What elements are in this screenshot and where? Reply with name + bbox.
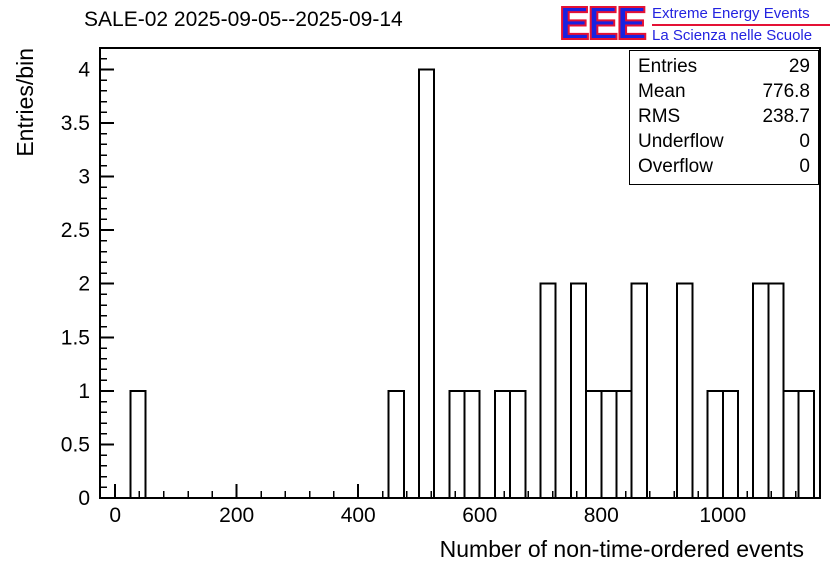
svg-text:0: 0 [78,487,90,510]
stats-row-overflow: Overflow 0 [638,154,810,179]
svg-text:200: 200 [219,504,254,527]
svg-text:1.5: 1.5 [61,326,90,349]
stats-value: 776.8 [762,81,810,102]
stats-label: RMS [638,106,681,127]
plot-title: SALE-02 2025-09-05--2025-09-14 [84,8,403,31]
svg-text:600: 600 [462,504,497,527]
svg-text:400: 400 [341,504,376,527]
svg-text:4: 4 [78,58,90,81]
svg-text:2: 2 [78,273,90,296]
eee-logo-divider [652,24,830,26]
stats-box: Entries 29 Mean 776.8 RMS 238.7 Underflo… [629,50,819,185]
eee-logo-line2: La Scienza nelle Scuole [652,27,813,44]
stats-value: 29 [788,56,810,77]
stats-value: 0 [799,156,810,177]
svg-text:1: 1 [78,380,90,403]
stats-row-underflow: Underflow 0 [638,129,810,154]
svg-text:2.5: 2.5 [61,219,90,242]
stats-label: Underflow [638,131,724,152]
svg-text:0: 0 [109,504,121,527]
stats-label: Overflow [638,156,713,177]
stats-value: 238.7 [762,106,810,127]
svg-text:3: 3 [78,166,90,189]
stats-value: 0 [799,131,810,152]
stats-row-rms: RMS 238.7 [638,104,810,129]
eee-logo: EEE Extreme Energy Events La Scienza nel… [558,0,830,49]
stats-label: Entries [638,56,698,77]
stats-row-entries: Entries 29 [638,54,810,79]
stats-row-mean: Mean 776.8 [638,79,810,104]
stats-label: Mean [638,81,686,102]
svg-text:3.5: 3.5 [61,112,90,135]
x-axis-title: Number of non-time-ordered events [439,536,804,562]
y-axis-title: Entries/bin [12,48,38,157]
eee-logo-caption: Extreme Energy Events La Scienza nelle S… [652,2,830,44]
svg-text:800: 800 [584,504,619,527]
eee-logo-line1: Extreme Energy Events [652,5,810,22]
eee-logo-mark: EEE [558,0,648,49]
svg-text:1000: 1000 [699,504,746,527]
svg-text:0.5: 0.5 [61,433,90,456]
